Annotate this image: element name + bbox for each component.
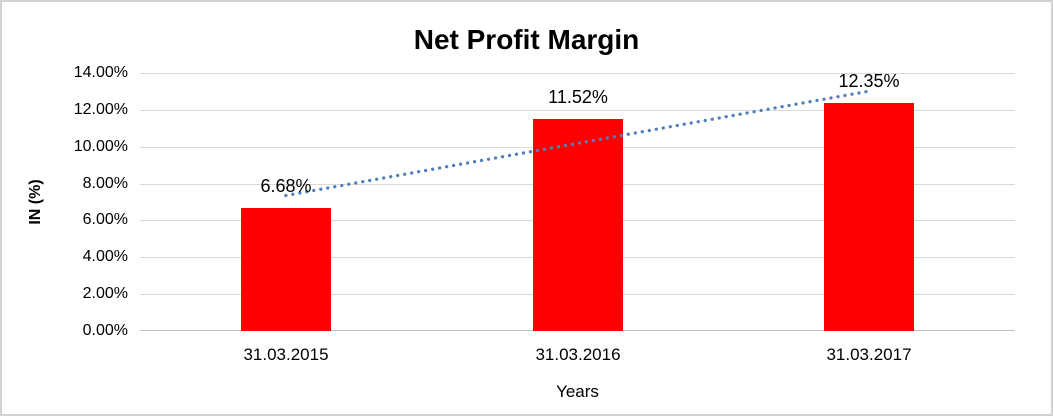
- x-axis-tick-label: 31.03.2016: [535, 345, 621, 364]
- trendline-dotted: [284, 89, 871, 198]
- y-axis-tick-label: 4.00%: [82, 248, 128, 265]
- bar-31.03.2017: [824, 103, 914, 331]
- bar-31.03.2015: [241, 208, 331, 331]
- data-label-31.03.2017: 12.35%: [838, 71, 900, 91]
- gridline: [140, 110, 1015, 111]
- x-axis-tick-label: 31.03.2017: [826, 345, 912, 364]
- trendline: [284, 89, 871, 198]
- y-axis-tick-label: 8.00%: [82, 175, 128, 192]
- x-axis-title: Years: [556, 382, 599, 401]
- bar-31.03.2016: [533, 119, 623, 331]
- x-axis-tick-label: 31.03.2015: [243, 345, 329, 364]
- y-axis-tick-label: 6.00%: [82, 211, 128, 228]
- y-axis-tick-label: 2.00%: [82, 285, 128, 302]
- y-axis-tick-label: 14.00%: [73, 64, 128, 81]
- y-axis-tick-label: 12.00%: [73, 101, 128, 118]
- data-label-31.03.2016: 11.52%: [548, 87, 608, 107]
- y-axis-tick-label: 0.00%: [82, 322, 128, 339]
- data-label-31.03.2015: 6.68%: [260, 176, 312, 196]
- chart-title: Net Profit Margin: [413, 24, 640, 55]
- plot-area: [140, 73, 1015, 331]
- y-axis-tick-label: 10.00%: [73, 138, 128, 155]
- gridline: [140, 73, 1015, 74]
